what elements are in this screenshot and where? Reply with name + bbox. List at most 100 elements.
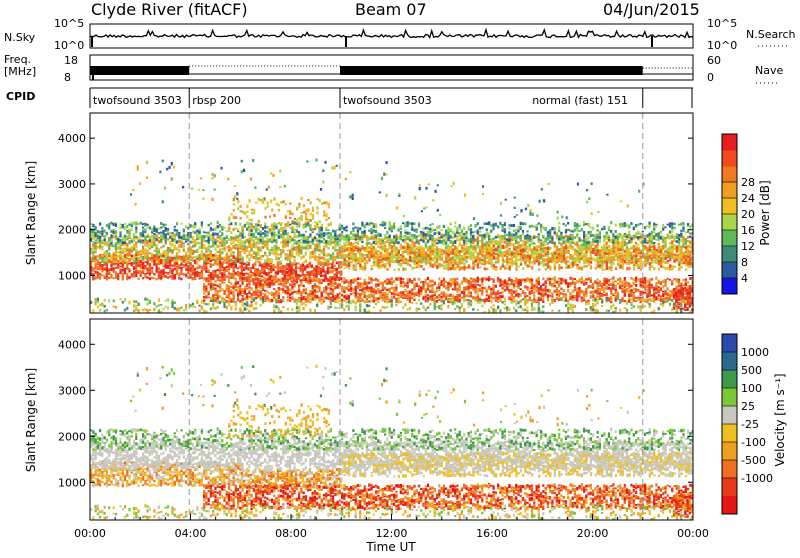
power-cell [309, 265, 311, 268]
power-cell [210, 255, 212, 258]
power-cell [526, 247, 528, 250]
power-cell [486, 261, 488, 264]
power-cell [160, 262, 162, 265]
power-cell [230, 247, 232, 250]
power-cell [655, 277, 657, 280]
power-cell [497, 292, 499, 295]
power-cell [297, 262, 299, 264]
power-cell [357, 293, 359, 296]
power-cell [581, 281, 583, 284]
power-cell [280, 278, 282, 282]
power-cell [280, 250, 282, 252]
power-cell [370, 293, 372, 295]
power-cell [441, 284, 443, 286]
power-cell [97, 268, 99, 271]
power-cell [445, 293, 447, 296]
power-cell [169, 270, 171, 272]
power-cell [217, 279, 219, 282]
power-cell [289, 283, 291, 285]
power-cell [337, 278, 339, 281]
cpid-segment-label: normal (fast) 151 [532, 94, 628, 107]
power-cell [203, 298, 205, 300]
power-cell [316, 256, 318, 258]
power-cell [355, 259, 357, 262]
power-cell [190, 259, 192, 261]
power-cell [633, 299, 635, 301]
power-cell [280, 299, 282, 301]
power-cell [149, 277, 151, 280]
power-cell [309, 256, 311, 259]
power-cell [334, 256, 336, 258]
power-cell [375, 279, 377, 281]
power-cell [343, 300, 345, 302]
power-cell [377, 279, 379, 282]
power-cell [393, 280, 395, 283]
power-cell [687, 281, 689, 284]
power-cell [382, 294, 384, 296]
power-cell [508, 297, 510, 300]
power-cell [373, 288, 375, 290]
power-cell [97, 277, 99, 279]
power-cell [208, 275, 210, 277]
power-cell [147, 276, 149, 279]
power-cell [474, 289, 476, 292]
power-cell [235, 272, 237, 274]
power-cell [251, 296, 253, 298]
power-cell [257, 282, 259, 285]
power-cell [513, 297, 515, 300]
power-cell [502, 280, 504, 283]
power-cell [280, 288, 282, 291]
power-cell [261, 268, 263, 271]
power-cell [196, 275, 198, 277]
power-cell [135, 249, 137, 252]
power-cell [536, 289, 538, 292]
power-cell [217, 260, 219, 263]
power-cell [263, 271, 265, 274]
power-cell [497, 280, 499, 282]
power-cell [235, 265, 237, 268]
power-cell [425, 299, 427, 302]
power-cell [348, 289, 350, 291]
power-cell [278, 283, 280, 286]
power-cell [309, 247, 311, 249]
power-cell [490, 288, 492, 291]
power-cell [334, 295, 336, 297]
freq-strip: Freq. [MHz] 18 8 60 0 Nave [4, 53, 783, 84]
power-cell [343, 295, 345, 298]
power-cell [334, 275, 336, 278]
power-cell [226, 276, 228, 278]
power-cell [350, 283, 352, 286]
power-cell [294, 280, 296, 283]
power-cell [264, 252, 266, 255]
power-cell [621, 298, 623, 300]
power-cell [162, 265, 164, 268]
power-cell [320, 271, 322, 274]
power-cell [384, 241, 386, 244]
power-cell [287, 292, 289, 295]
power-cell [377, 298, 379, 300]
power-cell [174, 259, 176, 261]
power-cell [621, 281, 623, 283]
power-cell [160, 269, 162, 271]
power-cell [597, 285, 599, 287]
power-cell [517, 259, 519, 261]
power-cell [384, 245, 386, 247]
power-cell [287, 281, 289, 283]
power-cell [572, 298, 574, 301]
power-cell [452, 278, 454, 281]
power-cell [422, 281, 424, 284]
power-cell [624, 277, 626, 281]
power-cell [479, 288, 481, 290]
power-cell [108, 261, 110, 263]
power-cell [223, 259, 225, 261]
power-cell [110, 262, 112, 264]
power-cell [257, 285, 259, 287]
power-cell [565, 297, 567, 299]
power-cell [502, 252, 504, 255]
power-cell [515, 286, 517, 288]
power-cell [676, 279, 678, 282]
power-cell [99, 257, 101, 260]
power-cell [254, 273, 256, 276]
power-cell [289, 293, 291, 296]
